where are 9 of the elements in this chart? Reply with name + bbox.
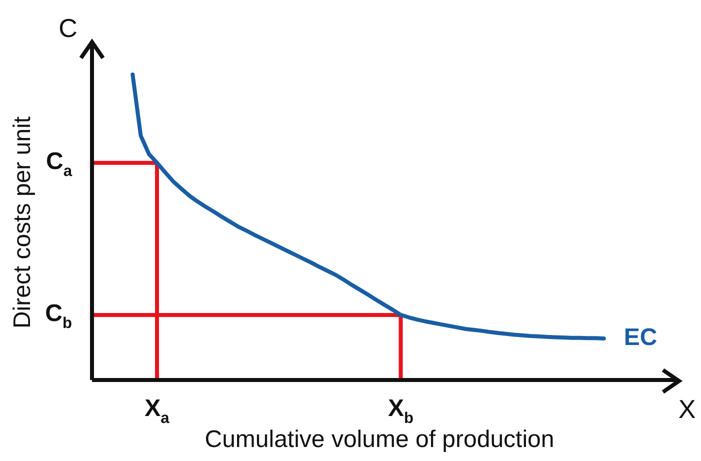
x-tick-label: X$_{b}$ — [388, 395, 414, 427]
ref-line-label: C$_{b}$ — [45, 300, 72, 332]
x-tick-label: X$_{a}$ — [144, 395, 170, 427]
text: X — [678, 394, 696, 424]
x-axis-title: Cumulative volume of production — [204, 426, 554, 454]
text: C — [58, 12, 78, 43]
ref-line-label: C$_{a}$ — [46, 148, 72, 180]
y-axis-title: Direct costs per unit — [9, 116, 36, 329]
series-label: EC — [624, 324, 658, 351]
